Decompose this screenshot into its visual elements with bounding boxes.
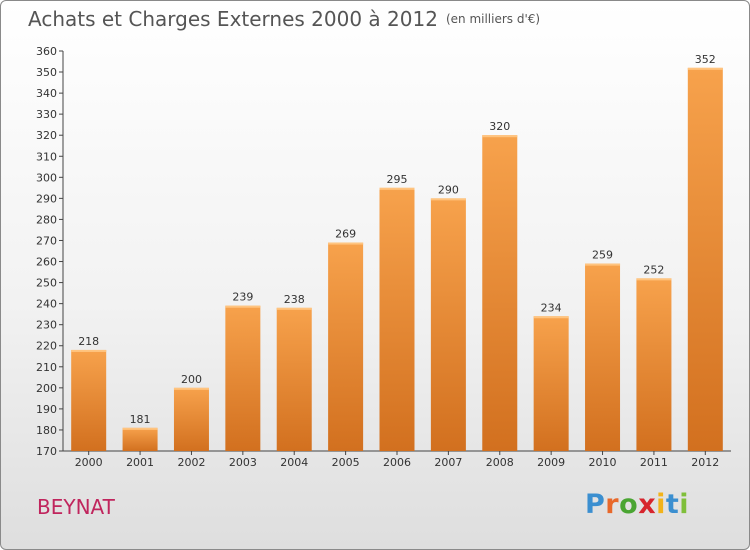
y-tick-label: 350 [36,66,57,79]
data-label-2010: 259 [592,249,613,262]
bar-top-highlight [122,427,158,430]
x-tick-label: 2004 [280,456,308,469]
bar-top-highlight [482,135,518,138]
y-tick-label: 170 [36,445,57,458]
y-tick-label: 230 [36,319,57,332]
x-tick-label: 2002 [177,456,205,469]
x-tick-label: 2000 [75,456,103,469]
y-tick-label: 360 [36,45,57,58]
logo-letter: t [665,489,680,520]
bar-top-highlight [379,187,415,190]
y-tick-label: 310 [36,150,57,163]
y-tick-label: 250 [36,277,57,290]
bar-top-highlight [687,67,723,70]
bar-2005 [328,242,364,451]
bar-top-highlight [173,387,209,390]
y-tick-label: 210 [36,361,57,374]
y-tick-label: 270 [36,234,57,247]
y-tick-label: 190 [36,403,57,416]
bar-2002 [173,387,209,451]
data-label-2011: 252 [643,263,664,276]
x-tick-label: 2006 [383,456,411,469]
data-label-2007: 290 [438,183,459,196]
bar-2000 [71,349,107,451]
bar-2010 [585,263,621,451]
data-label-2005: 269 [335,228,356,241]
bar-2011 [636,278,672,451]
bar-2008 [482,135,518,452]
data-label-2000: 218 [78,335,99,348]
bar-top-highlight [71,349,107,352]
y-tick-label: 320 [36,129,57,142]
bar-2012 [687,67,723,451]
bar-top-highlight [636,278,672,281]
logo-letter: P [585,489,606,520]
data-label-2012: 352 [695,53,716,66]
logo-letter: r [605,489,620,520]
y-tick-label: 330 [36,108,57,121]
bar-top-highlight [585,263,621,266]
data-label-2008: 320 [489,120,510,133]
y-tick-label: 180 [36,424,57,437]
proxiti-logo: Proxiti [585,489,689,520]
logo-letter: i [656,489,666,520]
chart-title-text: Achats et Charges Externes 2000 à 2012 [28,7,438,31]
x-tick-label: 2011 [640,456,668,469]
bar-2007 [430,198,466,451]
x-tick-label: 2001 [126,456,154,469]
data-label-2001: 181 [130,413,151,426]
data-label-2006: 295 [387,173,408,186]
data-label-2004: 238 [284,293,305,306]
bar-2006 [379,187,415,451]
bar-top-highlight [533,316,569,319]
x-tick-label: 2003 [229,456,257,469]
x-tick-label: 2009 [537,456,565,469]
x-tick-label: 2010 [589,456,617,469]
x-tick-label: 2007 [434,456,462,469]
y-tick-label: 290 [36,192,57,205]
chart-subtitle: (en milliers d'€) [445,12,541,26]
bar-2003 [225,305,261,451]
y-tick-label: 240 [36,298,57,311]
chart-title: Achats et Charges Externes 2000 à 2012 (e… [28,7,540,31]
x-tick-label: 2005 [332,456,360,469]
data-label-2003: 239 [232,291,253,304]
bar-top-highlight [430,198,466,201]
y-tick-label: 200 [36,382,57,395]
y-tick-label: 300 [36,171,57,184]
bar-2009 [533,316,569,451]
y-tick-label: 280 [36,213,57,226]
location-label: BEYNAT [37,495,115,519]
bar-top-highlight [276,307,312,310]
data-label-2009: 234 [541,301,562,314]
logo-letter: x [638,489,657,520]
logo-letter: o [619,489,639,520]
y-tick-label: 340 [36,87,57,100]
bar-top-highlight [328,242,364,245]
y-tick-label: 220 [36,340,57,353]
y-tick-label: 260 [36,256,57,269]
data-label-2002: 200 [181,373,202,386]
x-tick-label: 2008 [486,456,514,469]
x-tick-label: 2012 [691,456,719,469]
logo-letter: i [679,489,690,520]
bar-2001 [122,427,158,451]
bar-2004 [276,307,312,451]
bar-top-highlight [225,305,261,308]
